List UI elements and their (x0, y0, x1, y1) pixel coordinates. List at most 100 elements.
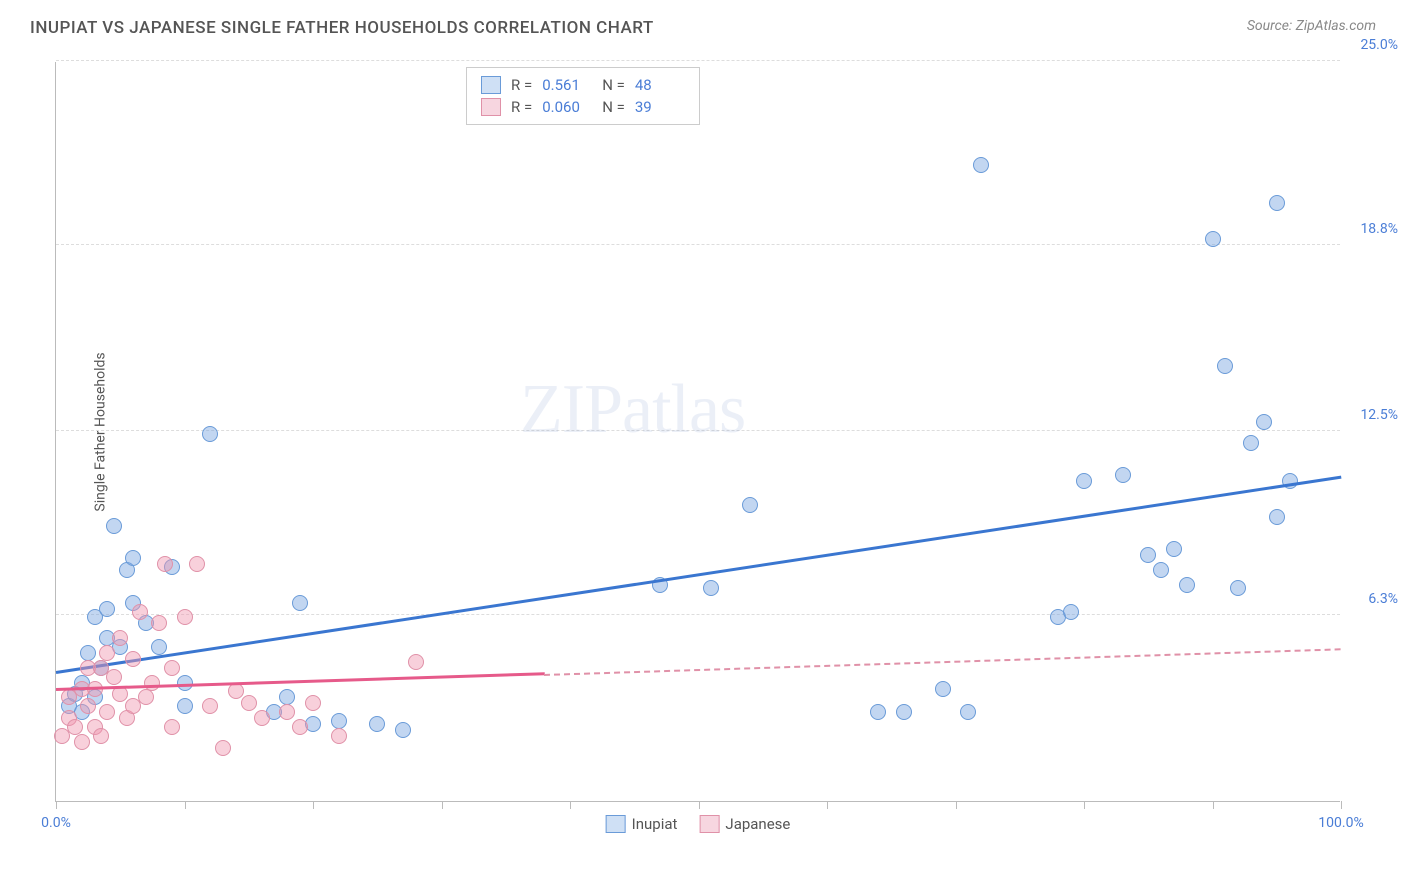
data-point (254, 710, 270, 726)
data-point (1076, 473, 1092, 489)
stat-n-value: 48 (635, 76, 685, 94)
data-point (164, 660, 180, 676)
x-tick (699, 801, 700, 809)
data-point (331, 713, 347, 729)
legend-item: Japanese (699, 815, 790, 833)
data-point (1217, 358, 1233, 374)
gridline (56, 244, 1340, 245)
data-point (138, 689, 154, 705)
data-point (144, 675, 160, 691)
chart-title: INUPIAT VS JAPANESE SINGLE FATHER HOUSEH… (30, 18, 654, 38)
data-point (1166, 541, 1182, 557)
data-point (305, 695, 321, 711)
x-tick (313, 801, 314, 809)
data-point (960, 704, 976, 720)
data-point (408, 654, 424, 670)
series-legend: Inupiat Japanese (606, 815, 791, 833)
stat-n-value: 39 (635, 98, 685, 116)
data-point (93, 728, 109, 744)
data-point (870, 704, 886, 720)
data-point (1269, 509, 1285, 525)
x-tick (1213, 801, 1214, 809)
data-point (189, 556, 205, 572)
source-attribution: Source: ZipAtlas.com (1247, 18, 1376, 34)
data-point (202, 698, 218, 714)
data-point (74, 734, 90, 750)
data-point (132, 604, 148, 620)
trend-line (56, 475, 1341, 673)
data-point (1140, 547, 1156, 563)
data-point (1269, 195, 1285, 211)
data-point (1256, 414, 1272, 430)
data-point (228, 683, 244, 699)
gridline (56, 60, 1340, 61)
data-point (164, 719, 180, 735)
data-point (703, 580, 719, 596)
data-point (241, 695, 257, 711)
series-swatch (481, 98, 501, 116)
data-point (279, 704, 295, 720)
data-point (935, 681, 951, 697)
data-point (1153, 562, 1169, 578)
data-point (1063, 604, 1079, 620)
x-tick (442, 801, 443, 809)
y-axis-label: Single Father Households (93, 352, 109, 511)
data-point (331, 728, 347, 744)
data-point (177, 698, 193, 714)
data-point (215, 740, 231, 756)
stats-row: R =0.561N =48 (481, 74, 685, 96)
data-point (99, 601, 115, 617)
legend-label: Inupiat (632, 815, 678, 833)
data-point (973, 157, 989, 173)
data-point (896, 704, 912, 720)
data-point (125, 651, 141, 667)
stat-r-label: R = (511, 76, 532, 94)
scatter-chart: Single Father Households R =0.561N =48R … (55, 62, 1340, 802)
legend-swatch (699, 815, 719, 833)
series-swatch (481, 76, 501, 94)
stats-row: R = 0.060 N = 39 (481, 96, 685, 118)
data-point (125, 550, 141, 566)
y-tick-label: 25.0% (1360, 37, 1398, 53)
data-point (1205, 231, 1221, 247)
stat-r-value: 0.060 (542, 98, 592, 116)
data-point (1115, 467, 1131, 483)
data-point (177, 675, 193, 691)
data-point (106, 518, 122, 534)
x-tick (1084, 801, 1085, 809)
legend-item: Inupiat (606, 815, 678, 833)
legend-swatch (606, 815, 626, 833)
data-point (151, 615, 167, 631)
y-tick-label: 6.3% (1368, 591, 1398, 607)
data-point (742, 497, 758, 513)
data-point (67, 719, 83, 735)
data-point (279, 689, 295, 705)
data-point (292, 719, 308, 735)
x-tick (1341, 801, 1342, 809)
data-point (1230, 580, 1246, 596)
data-point (369, 716, 385, 732)
gridline (56, 430, 1340, 431)
x-tick (570, 801, 571, 809)
stat-r-label: R = (511, 98, 532, 116)
data-point (151, 639, 167, 655)
x-tick (56, 801, 57, 809)
y-tick-label: 18.8% (1360, 221, 1398, 237)
stat-n-label: N = (602, 98, 625, 116)
data-point (99, 704, 115, 720)
data-point (395, 722, 411, 738)
y-tick-label: 12.5% (1360, 407, 1398, 423)
x-tick (827, 801, 828, 809)
data-point (99, 645, 115, 661)
correlation-stats-box: R =0.561N =48R =0.060N =39 (466, 67, 700, 125)
x-tick-label: 100.0% (1318, 815, 1363, 831)
gridline (56, 614, 1340, 615)
data-point (157, 556, 173, 572)
data-point (80, 698, 96, 714)
data-point (292, 595, 308, 611)
legend-label: Japanese (725, 815, 790, 833)
x-tick (185, 801, 186, 809)
data-point (177, 609, 193, 625)
data-point (112, 630, 128, 646)
stat-n-label: N = (602, 76, 625, 94)
